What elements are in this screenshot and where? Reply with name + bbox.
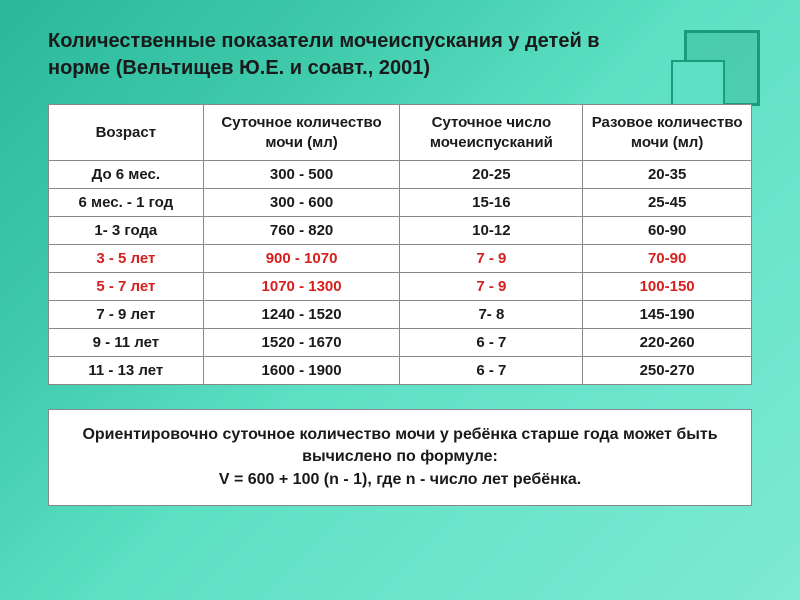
table-cell: 7 - 9 [400,273,583,301]
table-cell: 760 - 820 [203,217,400,245]
formula-text-2: V = 600 + 100 (n - 1), где n - число лет… [219,471,581,488]
table-cell: 15-16 [400,189,583,217]
table-cell: 3 - 5 лет [49,245,204,273]
table-cell: 900 - 1070 [203,245,400,273]
table-cell: 6 мес. - 1 год [49,189,204,217]
table-cell: 1070 - 1300 [203,273,400,301]
table-cell: 6 - 7 [400,357,583,385]
table-cell: 70-90 [583,245,752,273]
table-cell: 1240 - 1520 [203,301,400,329]
table-cell: 1- 3 года [49,217,204,245]
col-age: Возраст [49,105,204,161]
table-cell: 1600 - 1900 [203,357,400,385]
urination-norms-table: Возраст Суточное количество мочи (мл) Су… [48,104,752,385]
table-cell: 100-150 [583,273,752,301]
slide-title: Количественные показатели мочеиспускания… [48,28,608,82]
table-row: 11 - 13 лет1600 - 19006 - 7250-270 [49,357,752,385]
table-cell: 7- 8 [400,301,583,329]
table-body: До 6 мес.300 - 50020-2520-356 мес. - 1 г… [49,161,752,385]
table-row: 3 - 5 лет900 - 10707 - 970-90 [49,245,752,273]
table-row: 1- 3 года760 - 82010-1260-90 [49,217,752,245]
table-header-row: Возраст Суточное количество мочи (мл) Су… [49,105,752,161]
table-cell: 300 - 600 [203,189,400,217]
table-cell: 5 - 7 лет [49,273,204,301]
formula-box: Ориентировочно суточное количество мочи … [48,409,752,506]
table-cell: 7 - 9 [400,245,583,273]
table-row: 9 - 11 лет1520 - 16706 - 7220-260 [49,329,752,357]
table-row: 5 - 7 лет1070 - 13007 - 9100-150 [49,273,752,301]
table-cell: 6 - 7 [400,329,583,357]
table-cell: До 6 мес. [49,161,204,189]
table-cell: 60-90 [583,217,752,245]
table-cell: 20-35 [583,161,752,189]
table-cell: 20-25 [400,161,583,189]
table-row: 7 - 9 лет1240 - 15207- 8145-190 [49,301,752,329]
table-cell: 25-45 [583,189,752,217]
table-cell: 7 - 9 лет [49,301,204,329]
col-daily-count: Суточное число мочеиспусканий [400,105,583,161]
slide-content: Количественные показатели мочеиспускания… [0,0,800,506]
table-row: 6 мес. - 1 год300 - 60015-1625-45 [49,189,752,217]
col-daily-volume: Суточное количество мочи (мл) [203,105,400,161]
table-cell: 9 - 11 лет [49,329,204,357]
table-cell: 300 - 500 [203,161,400,189]
col-single-volume: Разовое количество мочи (мл) [583,105,752,161]
formula-text-1: Ориентировочно суточное количество мочи … [82,426,717,465]
table-cell: 10-12 [400,217,583,245]
table-cell: 220-260 [583,329,752,357]
table-cell: 250-270 [583,357,752,385]
table-row: До 6 мес.300 - 50020-2520-35 [49,161,752,189]
table-cell: 145-190 [583,301,752,329]
table-cell: 11 - 13 лет [49,357,204,385]
table-cell: 1520 - 1670 [203,329,400,357]
